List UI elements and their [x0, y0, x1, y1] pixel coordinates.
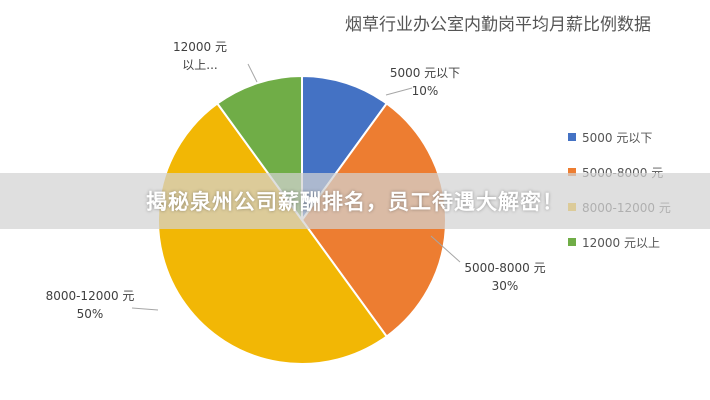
slice-label-3: 8000-12000 元 50%: [46, 289, 135, 321]
legend-label-1: 5000 元以下: [582, 131, 652, 145]
overlay-banner: 揭秘泉州公司薪酬排名，员工待遇大解密！: [0, 173, 710, 229]
banner-text: 揭秘泉州公司薪酬排名，员工待遇大解密！: [146, 190, 564, 214]
legend-swatch-2: [568, 168, 576, 176]
legend-label-4: 12000 元以上: [582, 236, 660, 250]
leader-line-4: [247, 63, 258, 83]
legend-swatch-1: [568, 133, 576, 141]
leader-line-3: [131, 307, 159, 311]
pie-slice-3: [157, 102, 389, 365]
chart-title: 烟草行业办公室内勤岗平均月薪比例数据: [345, 15, 651, 35]
slice-label-4: 12000 元以上...: [173, 40, 227, 72]
slice-label-2: 5000-8000 元 30%: [464, 261, 545, 293]
leader-line-2: [430, 235, 461, 263]
legend-swatch-4: [568, 238, 576, 246]
slice-label-1: 5000 元以下 10%: [390, 66, 460, 98]
leader-line-1: [385, 87, 413, 96]
